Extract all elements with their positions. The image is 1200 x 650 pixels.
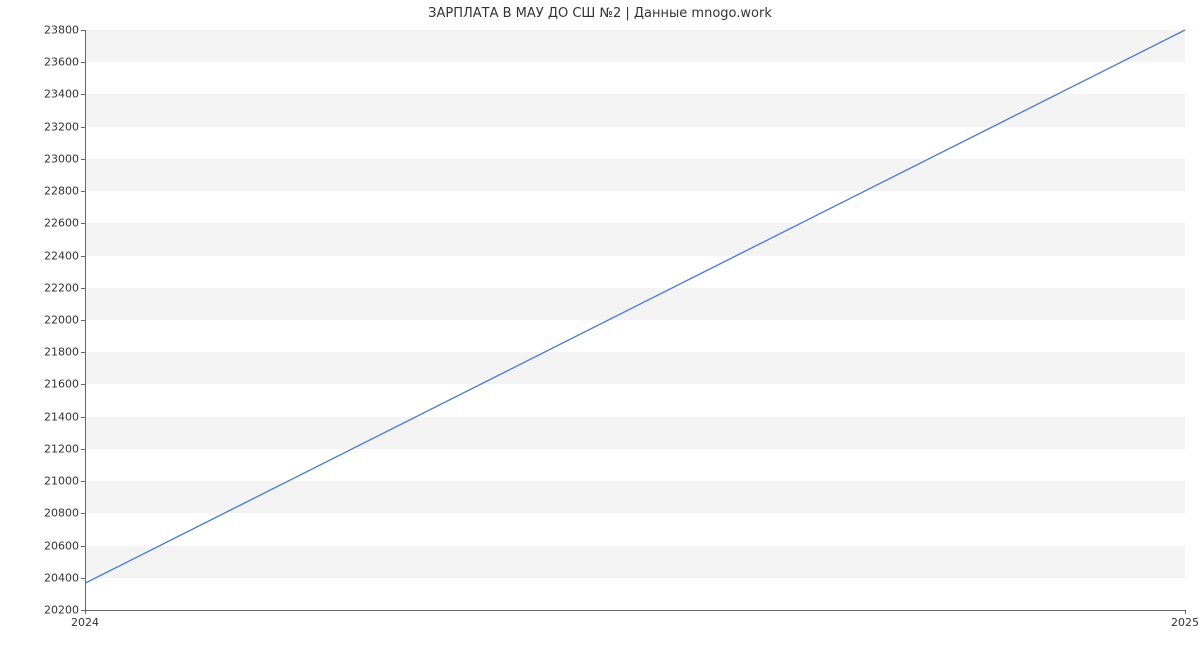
chart-title: ЗАРПЛАТА В МАУ ДО СШ №2 | Данные mnogo.w… [0, 6, 1200, 21]
plot-area: 2020020400206002080021000212002140021600… [85, 30, 1185, 610]
series-layer [85, 30, 1185, 610]
y-tick-label: 22600 [44, 217, 79, 230]
y-tick-label: 23600 [44, 56, 79, 69]
y-tick-label: 20600 [44, 539, 79, 552]
x-tick-label: 2024 [71, 616, 99, 629]
y-tick-label: 23400 [44, 88, 79, 101]
y-tick-label: 21000 [44, 475, 79, 488]
y-tick-label: 23000 [44, 152, 79, 165]
x-tick-label: 2025 [1171, 616, 1199, 629]
salary-line-chart: ЗАРПЛАТА В МАУ ДО СШ №2 | Данные mnogo.w… [0, 0, 1200, 650]
y-tick-label: 23200 [44, 120, 79, 133]
series-salary [85, 30, 1185, 583]
y-tick-label: 20400 [44, 571, 79, 584]
y-tick-label: 22800 [44, 185, 79, 198]
y-tick-label: 21200 [44, 442, 79, 455]
y-tick-label: 23800 [44, 24, 79, 37]
x-tick-mark [1185, 610, 1186, 614]
y-tick-label: 22200 [44, 281, 79, 294]
x-axis-line [85, 610, 1185, 611]
y-tick-label: 21600 [44, 378, 79, 391]
y-tick-label: 22000 [44, 314, 79, 327]
y-tick-label: 21800 [44, 346, 79, 359]
y-tick-label: 20200 [44, 604, 79, 617]
y-tick-label: 20800 [44, 507, 79, 520]
y-tick-label: 21400 [44, 410, 79, 423]
y-tick-label: 22400 [44, 249, 79, 262]
